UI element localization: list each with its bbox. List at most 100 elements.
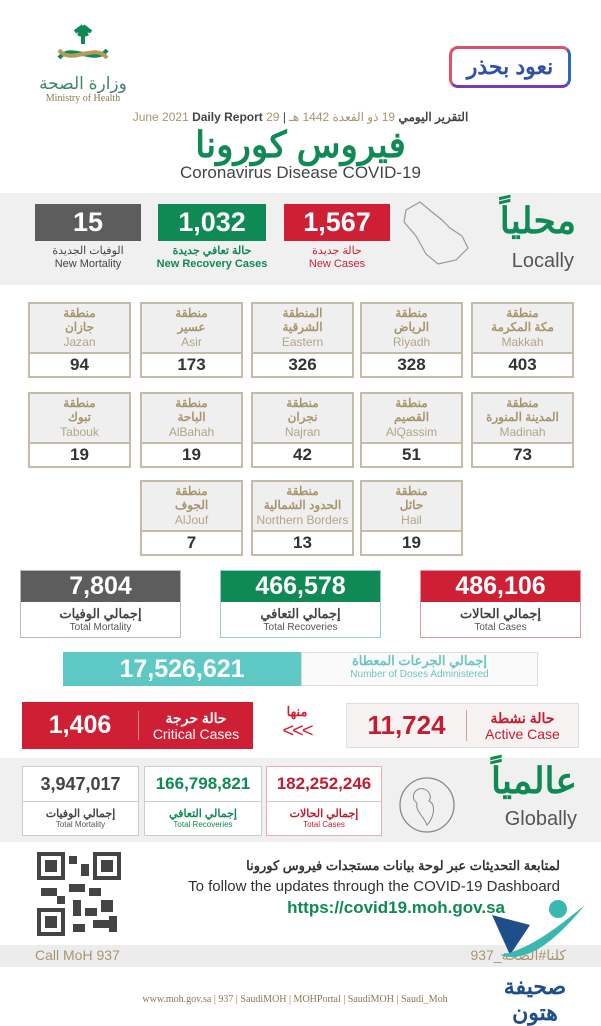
label-ar: إجمالي الوفيات: [59, 606, 142, 621]
gregorian-date: 29 June 2021: [132, 110, 280, 124]
region-name-ar: عسير: [177, 320, 206, 334]
region-count: 19: [182, 445, 201, 464]
region-card-najran: منطقة نجران Najran 42: [251, 392, 354, 468]
region-label-ar: منطقة: [395, 484, 428, 498]
label-en: Total Recoveries: [173, 820, 233, 829]
value: 3,947,017: [23, 767, 138, 802]
label-en: Active Case: [485, 725, 560, 742]
instagram-link[interactable]: SaudiMOH: [347, 994, 394, 1005]
globally-label-en: Globally: [504, 808, 577, 830]
label-en: Total Mortality: [69, 622, 132, 633]
dashboard-text-ar: لمتابعة التحديثات عبر لوحة بيانات مستجدا…: [246, 858, 560, 873]
region-card-eastern: المنطقة الشرقية Eastern 326: [251, 302, 354, 378]
region-name-ar: الشرقية: [282, 320, 323, 334]
region-count: 19: [402, 533, 421, 552]
watermark-text: صحيفة هتون: [503, 974, 567, 1025]
region-name-en: Asir: [181, 335, 202, 349]
website-link[interactable]: www.moh.gov.sa: [142, 994, 212, 1005]
globe-icon: [399, 777, 455, 833]
label-ar: الوفيات الجديدة: [52, 245, 124, 257]
of-which-indicator: منها <<<: [272, 704, 322, 743]
new-mortality-label: الوفيات الجديدة New Mortality: [25, 245, 151, 271]
region-label-ar: منطقة: [506, 306, 539, 320]
active-label: حالة نشطة Active Case: [467, 710, 578, 742]
region-header: منطقة جازان Jazan: [30, 304, 129, 354]
label-ar: إجمالي الحالات: [459, 606, 542, 621]
region-count: 19: [70, 445, 89, 464]
report-date-line: التقرير اليومي 19 ذو القعدة 1442 هـ | 29…: [132, 110, 469, 124]
label-en: Number of Doses Administered: [350, 669, 489, 680]
global-mortality-card: 3,947,017 إجمالي الوفيات Total Mortality: [22, 766, 139, 836]
critical-cases-card: 1,406 حالة حرجة Critical Cases: [22, 702, 253, 749]
critical-value: 1,406: [22, 711, 139, 740]
label-en: Total Mortality: [55, 820, 106, 829]
region-count: 328: [397, 355, 426, 374]
region-header: منطقة الجوف AlJouf: [142, 482, 241, 532]
new-cases-label: حالة جديدة New Cases: [274, 245, 400, 271]
region-name-ar: تبوك: [67, 410, 92, 424]
region-header: منطقة المدينة المنورة Madinah: [473, 394, 572, 444]
locally-label-ar: محلياً: [499, 200, 576, 241]
report-label-en: Daily Report: [192, 110, 263, 124]
region-name-en: Northern Borders: [256, 513, 349, 527]
region-name-en: Hail: [401, 513, 422, 527]
region-label-ar: منطقة: [395, 396, 428, 410]
region-name-ar: حائل: [399, 498, 424, 512]
dashboard-info: لمتابعة التحديثات عبر لوحة بيانات مستجدا…: [150, 858, 560, 918]
youtube-link[interactable]: MOHPortal: [293, 994, 341, 1005]
phone-link[interactable]: 937: [218, 994, 234, 1005]
region-card-madinah: منطقة المدينة المنورة Madinah 73: [471, 392, 574, 468]
region-name-ar: الباحة: [177, 410, 206, 424]
label-ar: إجمالي التعافي: [169, 808, 237, 820]
doses-label: إجمالي الجرعات المعطاة Number of Doses A…: [301, 652, 538, 686]
region-header: المنطقة الشرقية Eastern: [253, 304, 352, 354]
region-count: 7: [186, 533, 197, 552]
locally-label-en: Locally: [511, 250, 574, 272]
global-cases-card: 182,252,246 إجمالي الحالات Total Cases: [266, 766, 382, 836]
watermark-bird-icon: [492, 900, 585, 957]
region-label-ar: منطقة: [395, 306, 428, 320]
arrows-icon: <<<: [282, 720, 313, 742]
region-name-en: AlBahah: [168, 425, 215, 439]
watermark-logo: صحيفة هتون: [480, 895, 590, 1025]
region-card-aljouf: منطقة الجوف AlJouf 7: [140, 480, 243, 556]
value: 486,106: [421, 571, 580, 602]
region-label-ar: المنطقة: [282, 306, 323, 320]
value: 7,804: [21, 571, 180, 602]
region-header: منطقة الحدود الشمالية Northern Borders: [253, 482, 352, 532]
region-count: 326: [288, 355, 317, 374]
saudi-map-icon: [403, 201, 469, 265]
region-name-ar: الرياض: [393, 320, 430, 334]
moh-logo: وزارة الصحة Ministry of Health: [38, 22, 128, 107]
region-name-ar: المدينة المنورة: [486, 410, 559, 424]
region-card-albahah: منطقة الباحة AlBahah 19: [140, 392, 243, 468]
region-card-hail: منطقة حائل Hail 19: [360, 480, 463, 556]
region-label-ar: منطقة: [175, 484, 208, 498]
value: 466,578: [221, 571, 380, 602]
twitter-link[interactable]: SaudiMOH: [240, 994, 287, 1005]
region-label-ar: منطقة: [63, 396, 96, 410]
hijri-date: 19 ذو القعدة 1442 هـ: [289, 110, 396, 124]
dashboard-link[interactable]: https://covid19.moh.gov.sa: [287, 898, 505, 917]
label-ar: حالة حرجة: [165, 709, 227, 726]
title-en: Coronavirus Disease COVID-19: [180, 163, 421, 182]
region-card-tabouk: منطقة تبوك Tabouk 19: [28, 392, 131, 468]
region-name-en: Riyadh: [392, 335, 431, 349]
region-count: 403: [508, 355, 537, 374]
region-name-en: AlQassim: [385, 425, 438, 439]
region-card-northern-borders: منطقة الحدود الشمالية Northern Borders 13: [251, 480, 354, 556]
region-count: 94: [70, 355, 89, 374]
snapchat-link[interactable]: Saudi_Moh: [400, 994, 448, 1005]
region-count: 73: [513, 445, 532, 464]
region-card-asir: منطقة عسير Asir 173: [140, 302, 243, 378]
region-name-ar: مكة المكرمة: [491, 320, 554, 334]
region-label-ar: منطقة: [175, 306, 208, 320]
qr-code-icon[interactable]: [37, 852, 121, 936]
region-name-ar: نجران: [287, 410, 318, 424]
label-ar: إجمالي الحالات: [289, 808, 359, 820]
globally-label-ar: عالمياً: [490, 760, 577, 801]
region-header: منطقة الرياض Riyadh: [362, 304, 461, 354]
total-recoveries-card: 466,578 إجمالي التعافي Total Recoveries: [220, 570, 381, 638]
call-band: [0, 945, 601, 967]
region-header: منطقة عسير Asir: [142, 304, 241, 354]
